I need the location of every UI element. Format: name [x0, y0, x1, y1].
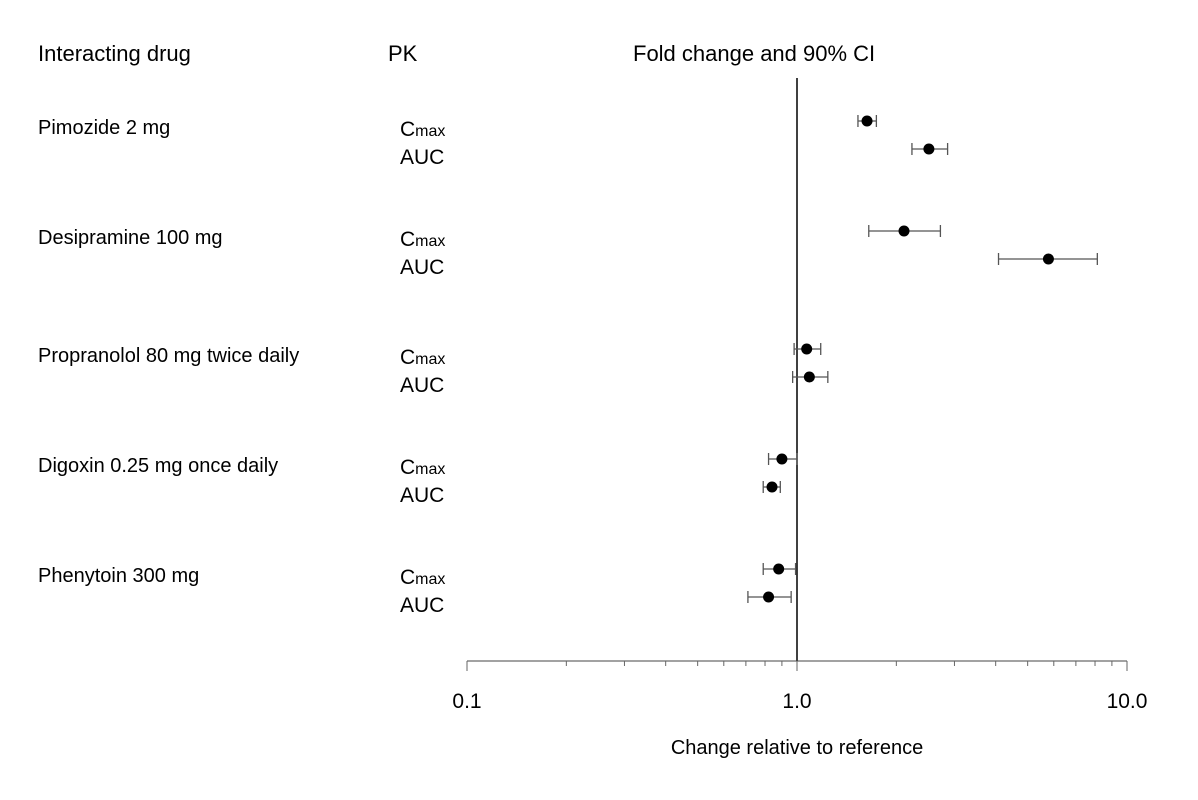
- pk-label-cmax: Cmax: [400, 118, 445, 141]
- point-estimate: [923, 143, 935, 155]
- header-drug: Interacting drug: [38, 41, 191, 66]
- point-estimate: [1042, 253, 1054, 265]
- point-estimate: [803, 371, 815, 383]
- drug-label: Desipramine 100 mg: [38, 227, 223, 249]
- header-plot: Fold change and 90% CI: [633, 41, 875, 66]
- point-estimate: [801, 343, 813, 355]
- drug-label: Pimozide 2 mg: [38, 117, 170, 139]
- drug-label: Phenytoin 300 mg: [38, 565, 199, 587]
- point-estimate: [763, 591, 775, 603]
- x-axis-label: Change relative to reference: [671, 737, 923, 759]
- point-estimate: [776, 453, 788, 465]
- pk-label-auc: AUC: [400, 146, 444, 169]
- point-estimate: [773, 563, 785, 575]
- x-tick-label: 10.0: [1107, 690, 1148, 713]
- pk-label-cmax: Cmax: [400, 346, 445, 369]
- header-pk: PK: [388, 41, 418, 66]
- point-estimate: [898, 225, 910, 237]
- pk-label-cmax: Cmax: [400, 456, 445, 479]
- x-tick-label: 0.1: [452, 690, 481, 713]
- pk-label-cmax: Cmax: [400, 566, 445, 589]
- pk-label-auc: AUC: [400, 256, 444, 279]
- pk-label-cmax: Cmax: [400, 228, 445, 251]
- drug-label: Propranolol 80 mg twice daily: [38, 345, 299, 367]
- point-estimate: [766, 481, 778, 493]
- pk-label-auc: AUC: [400, 594, 444, 617]
- pk-label-auc: AUC: [400, 484, 444, 507]
- drug-label: Digoxin 0.25 mg once daily: [38, 455, 278, 477]
- x-tick-label: 1.0: [782, 690, 811, 713]
- point-estimate: [861, 115, 873, 127]
- pk-label-auc: AUC: [400, 374, 444, 397]
